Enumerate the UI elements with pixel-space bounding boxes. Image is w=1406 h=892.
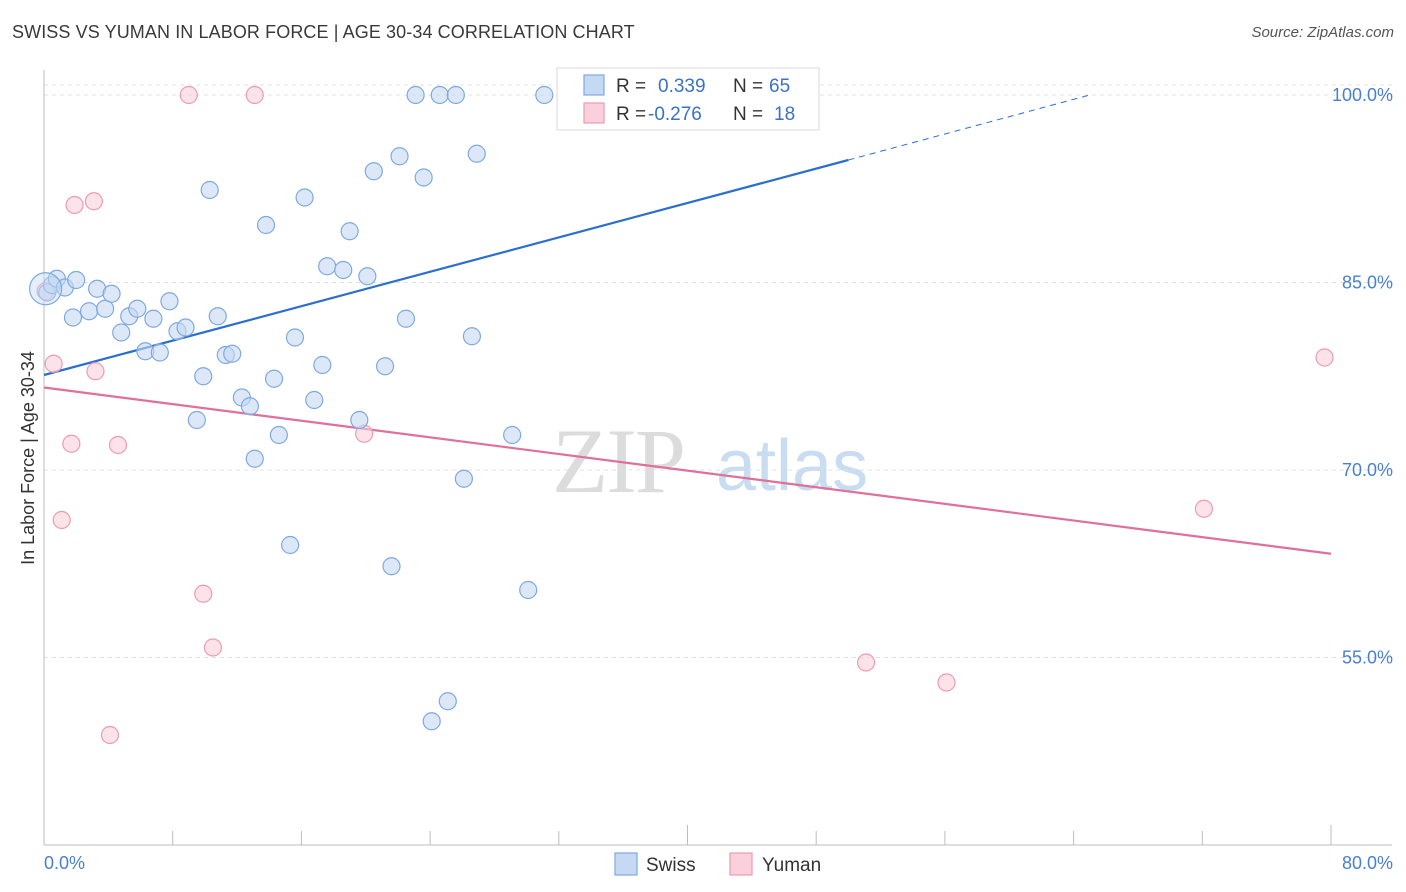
swiss-point bbox=[194, 367, 213, 386]
legend-yuman-r-label: R = bbox=[616, 104, 646, 125]
swiss-point bbox=[128, 299, 147, 318]
swiss-point bbox=[340, 222, 359, 241]
swiss-point bbox=[382, 557, 401, 576]
swiss-point bbox=[200, 180, 219, 200]
yuman-point bbox=[1315, 348, 1334, 367]
swiss-point bbox=[406, 85, 425, 105]
axis-labels: 55.0% 70.0% 85.0% 100.0% 0.0% 80.0% In Labor F… bbox=[18, 85, 1393, 873]
yuman-point bbox=[194, 584, 213, 603]
yuman-point bbox=[62, 434, 81, 453]
yuman-point bbox=[65, 195, 84, 215]
swiss-point bbox=[438, 692, 457, 711]
swiss-point bbox=[79, 302, 99, 321]
swiss-point bbox=[454, 469, 473, 488]
axes bbox=[43, 70, 1392, 846]
swiss-point bbox=[390, 147, 409, 166]
swiss-point bbox=[160, 292, 179, 311]
y-axis-label: In Labor Force | Age 30-34 bbox=[18, 351, 38, 565]
swiss-point bbox=[462, 327, 482, 346]
swiss-point bbox=[396, 309, 416, 328]
swiss-point bbox=[223, 344, 242, 363]
yuman-point bbox=[179, 85, 198, 105]
swiss-point bbox=[187, 410, 206, 430]
legend-bottom-swiss: Swiss bbox=[646, 855, 696, 876]
y-tick-label: 85.0% bbox=[1342, 273, 1393, 293]
grid-lines bbox=[44, 84, 1392, 658]
trend-lines bbox=[43, 94, 1332, 555]
swiss-point bbox=[208, 307, 227, 326]
yuman-point bbox=[245, 85, 264, 105]
legend-bottom-swatch-swiss bbox=[614, 852, 638, 876]
swiss-point bbox=[240, 397, 260, 416]
swiss-point bbox=[313, 355, 332, 375]
swiss-point bbox=[334, 260, 353, 280]
swiss-point bbox=[503, 425, 522, 445]
legend-bottom: Swiss Yuman bbox=[614, 852, 821, 876]
swiss-point bbox=[144, 309, 163, 328]
swiss-trend-extension bbox=[848, 94, 1090, 161]
swiss-point bbox=[358, 267, 377, 286]
yuman-point bbox=[108, 435, 128, 455]
yuman-point bbox=[52, 510, 71, 530]
swiss-point bbox=[467, 144, 486, 163]
swiss-point bbox=[112, 323, 131, 342]
swiss-point bbox=[364, 162, 383, 181]
swiss-point bbox=[63, 308, 83, 327]
x-tick-label-min: 0.0% bbox=[44, 853, 85, 873]
legend-swatch-swiss bbox=[583, 74, 605, 96]
yuman-trend-line bbox=[43, 386, 1332, 555]
swiss-point bbox=[176, 318, 195, 337]
swiss-point bbox=[102, 284, 121, 303]
swiss-point bbox=[519, 580, 538, 600]
legend-yuman-n-value: 18 bbox=[774, 104, 795, 125]
swiss-point bbox=[535, 85, 554, 105]
legend-swiss-n-value: 65 bbox=[769, 76, 790, 97]
swiss-point bbox=[150, 343, 169, 362]
yuman-point bbox=[100, 725, 120, 745]
yuman-point bbox=[86, 362, 105, 381]
swiss-point bbox=[29, 272, 63, 306]
swiss-point bbox=[67, 270, 86, 290]
source-label: Source: ZipAtlas.com bbox=[1251, 24, 1394, 41]
swiss-point bbox=[281, 535, 300, 555]
swiss-point bbox=[96, 299, 115, 318]
x-tick-label-max: 80.0% bbox=[1342, 853, 1393, 873]
yuman-point bbox=[1194, 499, 1214, 518]
swiss-point bbox=[264, 369, 284, 388]
swiss-point bbox=[375, 357, 395, 376]
watermark-atlas: atlas bbox=[716, 426, 868, 506]
swiss-point bbox=[430, 85, 449, 105]
chart-title: SWISS VS YUMAN IN LABOR FORCE | AGE 30-3… bbox=[12, 22, 635, 42]
swiss-point bbox=[305, 390, 324, 410]
legend-bottom-swatch-yuman bbox=[729, 852, 753, 876]
legend-yuman-r-value: -0.276 bbox=[648, 104, 702, 125]
y-tick-label: 100.0% bbox=[1332, 85, 1393, 105]
swiss-point bbox=[245, 449, 264, 468]
legend-yuman-n-label: N = bbox=[733, 104, 763, 125]
legend-bottom-yuman: Yuman bbox=[762, 855, 821, 876]
yuman-point bbox=[203, 638, 223, 657]
legend-stats: R = 0.339 N = 65 R = -0.276 N = 18 bbox=[556, 67, 820, 131]
swiss-trend-line bbox=[43, 158, 849, 377]
swiss-point bbox=[256, 215, 276, 235]
yuman-point bbox=[84, 192, 103, 211]
legend-swatch-yuman bbox=[583, 102, 605, 124]
legend-swiss-r-value: 0.339 bbox=[658, 76, 706, 97]
yuman-point bbox=[44, 354, 63, 373]
y-tick-label: 70.0% bbox=[1342, 460, 1393, 480]
swiss-point bbox=[269, 425, 288, 445]
y-tick-label: 55.0% bbox=[1342, 648, 1393, 668]
swiss-point bbox=[285, 328, 305, 347]
swiss-point bbox=[414, 168, 433, 187]
swiss-point bbox=[295, 188, 314, 207]
legend-swiss-n-label: N = bbox=[733, 76, 763, 97]
swiss-point bbox=[350, 410, 369, 430]
yuman-point bbox=[856, 653, 876, 672]
swiss-point bbox=[422, 712, 441, 731]
legend-swiss-r-label: R = bbox=[616, 76, 646, 97]
yuman-point bbox=[937, 673, 956, 692]
swiss-point bbox=[318, 257, 337, 276]
swiss-point bbox=[446, 85, 465, 105]
